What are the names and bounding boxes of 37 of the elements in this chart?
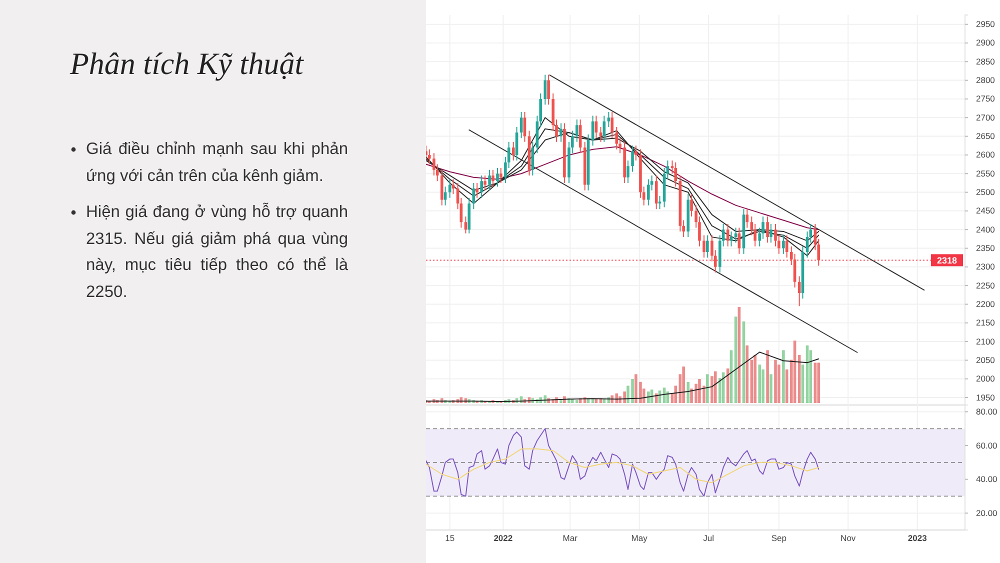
y-tick-label: 2200 [976,298,996,309]
y-tick-label: 2600 [976,150,996,160]
y-tick-label: 2050 [976,354,996,365]
x-tick-label: 2022 [494,533,513,544]
y-tick-label: 2900 [976,38,996,48]
y-tick-label: 2000 [976,374,996,384]
text: Giá điều chỉnh mạnh sau khi phản ứng với cản trên của kênh giảm. [86,140,348,184]
y-tick-label: 2750 [976,94,996,104]
y-tick-label: 2100 [976,336,996,346]
text: Phân tích Kỹ thuật [70,46,304,82]
x-tick-label: May [631,533,648,544]
y-tick-label: 60.00 [976,440,998,450]
y-tick-label: 1950 [976,392,996,402]
y-tick-label: 40.00 [976,474,998,484]
y-tick-label: 2350 [976,242,996,253]
y-tick-label: 2150 [976,318,996,328]
x-tick-label: Jul [703,533,714,544]
x-tick-label: Mar [562,533,578,544]
y-tick-label: 2850 [976,56,996,66]
text: Hiện giá đang ở vùng hỗ trợ quanh 2315. Nếu giá giảm phá qua vùng này, mục tiêu tiếp theo có thể là 2250. [86,203,348,300]
x-tick-label: Nov [840,533,856,544]
y-tick-label: 2950 [976,19,996,30]
y-tick-label: 2800 [976,75,996,86]
y-tick-label: 2650 [976,131,996,142]
y-tick-label: 2550 [976,168,996,178]
y-tick-label: 2300 [976,262,996,272]
y-tick-label: 20.00 [976,508,998,518]
y-tick-label: 2400 [976,224,996,234]
ref-line-label: 2318 [936,256,958,266]
y-tick-label: 2450 [976,206,996,216]
y-tick-label: 2500 [976,186,996,197]
y-tick-label: 2250 [976,280,996,290]
x-tick-label: Sep [771,533,787,544]
y-tick-label: 2700 [976,112,996,122]
x-tick-label: 15 [445,533,455,544]
x-tick-label: 2023 [908,533,928,544]
y-tick-label: 80.00 [976,406,998,416]
